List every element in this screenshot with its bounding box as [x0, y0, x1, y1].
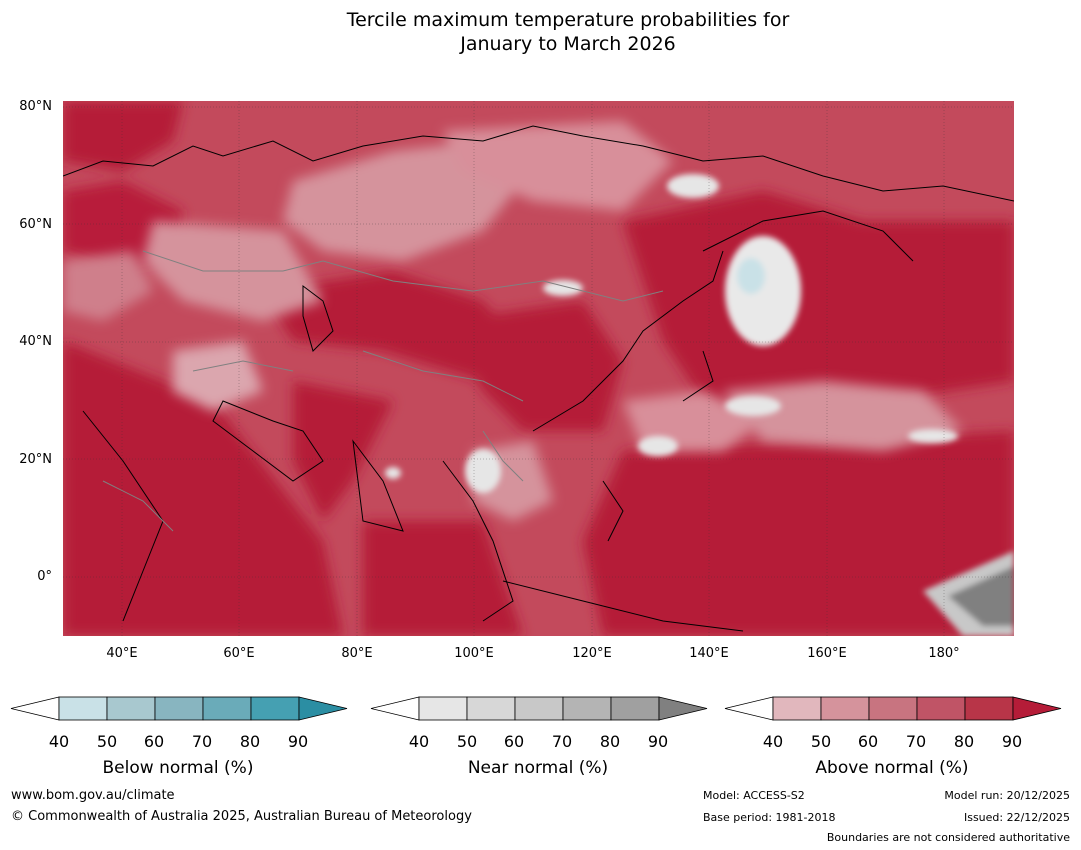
legend-above-normal-title: Above normal (%)	[815, 758, 969, 778]
colorbar-0-cell-1	[106, 696, 156, 721]
base-period-text: Base period: 1981-2018	[703, 811, 836, 824]
website-link[interactable]: www.bom.gov.au/climate	[11, 788, 175, 803]
colorbar-2-high-arrow	[1012, 696, 1062, 721]
colorbar-0-high-arrow	[298, 696, 348, 721]
probability-map	[63, 101, 1014, 636]
legend-near-normal	[370, 694, 710, 724]
issued-text: Issued: 22/12/2025	[963, 811, 1070, 824]
lon-label-80e: 80°E	[341, 646, 373, 661]
colorbar-0-cell-2	[154, 696, 204, 721]
country-borders	[102, 250, 664, 532]
legend-2-tick-50: 50	[810, 732, 832, 751]
colorbar-2-cell-4	[964, 696, 1014, 721]
legend-1-tick-80: 80	[599, 732, 621, 751]
near-normal-layer	[385, 174, 958, 493]
lat-label-80n: 80°N	[19, 99, 52, 114]
legend-1-tick-40: 40	[408, 732, 430, 751]
model-run-text: Model run: 20/12/2025	[944, 789, 1070, 802]
legend-2-tick-60: 60	[857, 732, 879, 751]
legend-0-tick-80: 80	[239, 732, 261, 751]
lat-label-20n: 20°N	[19, 452, 52, 467]
map-title: Tercile maximum temperature probabilitie…	[0, 8, 1081, 56]
lon-label-140e: 140°E	[689, 646, 729, 661]
lon-label-60e: 60°E	[223, 646, 255, 661]
lon-label-100e: 100°E	[454, 646, 494, 661]
colorbar-2-low-arrow	[724, 696, 774, 721]
legend-near-normal-title: Near normal (%)	[467, 758, 609, 778]
colorbar-2-cell-0	[772, 696, 822, 721]
lat-label-40n: 40°N	[19, 334, 52, 349]
legend-0-tick-90: 90	[287, 732, 309, 751]
colorbar-2-cell-1	[820, 696, 870, 721]
legend-1-tick-90: 90	[647, 732, 669, 751]
colorbar-1-high-arrow	[658, 696, 708, 721]
lon-label-40e: 40°E	[106, 646, 138, 661]
legend-2-tick-70: 70	[905, 732, 927, 751]
legend-0-tick-40: 40	[48, 732, 70, 751]
colorbar-2-cell-3	[916, 696, 966, 721]
copyright-text: © Commonwealth of Australia 2025, Austra…	[11, 809, 472, 824]
legend-0-tick-70: 70	[191, 732, 213, 751]
legend-1-tick-60: 60	[503, 732, 525, 751]
colorbar-0-cell-0	[58, 696, 108, 721]
legend-above-normal	[724, 694, 1064, 724]
model-text: Model: ACCESS-S2	[703, 789, 805, 802]
lat-label-0: 0°	[37, 569, 52, 584]
colorbar-0-cell-4	[250, 696, 300, 721]
lon-label-120e: 120°E	[572, 646, 612, 661]
title-line-2: January to March 2026	[460, 33, 676, 55]
legend-1-tick-70: 70	[551, 732, 573, 751]
graticule	[63, 101, 1014, 636]
legend-0-tick-50: 50	[96, 732, 118, 751]
legend-2-tick-80: 80	[953, 732, 975, 751]
map-canvas	[63, 101, 1014, 636]
legend-2-tick-40: 40	[762, 732, 784, 751]
colorbar-1-cell-3	[562, 696, 612, 721]
legend-below-normal	[10, 694, 350, 724]
colorbar-1-cell-0	[418, 696, 468, 721]
colorbar-1-cell-1	[466, 696, 516, 721]
lat-label-60n: 60°N	[19, 217, 52, 232]
colorbar-1	[370, 696, 708, 721]
coastlines	[63, 125, 1014, 632]
above-normal-50-layer	[63, 121, 963, 521]
colorbar-1-cell-4	[610, 696, 660, 721]
legend-2-tick-90: 90	[1001, 732, 1023, 751]
legend-0-tick-60: 60	[143, 732, 165, 751]
legend-1-tick-50: 50	[456, 732, 478, 751]
above-normal-90-layer	[63, 101, 1014, 636]
title-line-1: Tercile maximum temperature probabilitie…	[346, 9, 790, 31]
colorbar-1-cell-2	[514, 696, 564, 721]
boundaries-disclaimer: Boundaries are not considered authoritat…	[826, 831, 1070, 844]
lon-label-180: 180°	[928, 646, 960, 661]
lon-label-160e: 160°E	[807, 646, 847, 661]
colorbar-2-cell-2	[868, 696, 918, 721]
colorbar-0	[10, 696, 348, 721]
near-normal-high-layer	[923, 551, 1014, 636]
colorbar-0-cell-3	[202, 696, 252, 721]
colorbar-0-low-arrow	[10, 696, 60, 721]
colorbar-2	[724, 696, 1062, 721]
legend-below-normal-title: Below normal (%)	[102, 758, 254, 778]
colorbar-1-low-arrow	[370, 696, 420, 721]
